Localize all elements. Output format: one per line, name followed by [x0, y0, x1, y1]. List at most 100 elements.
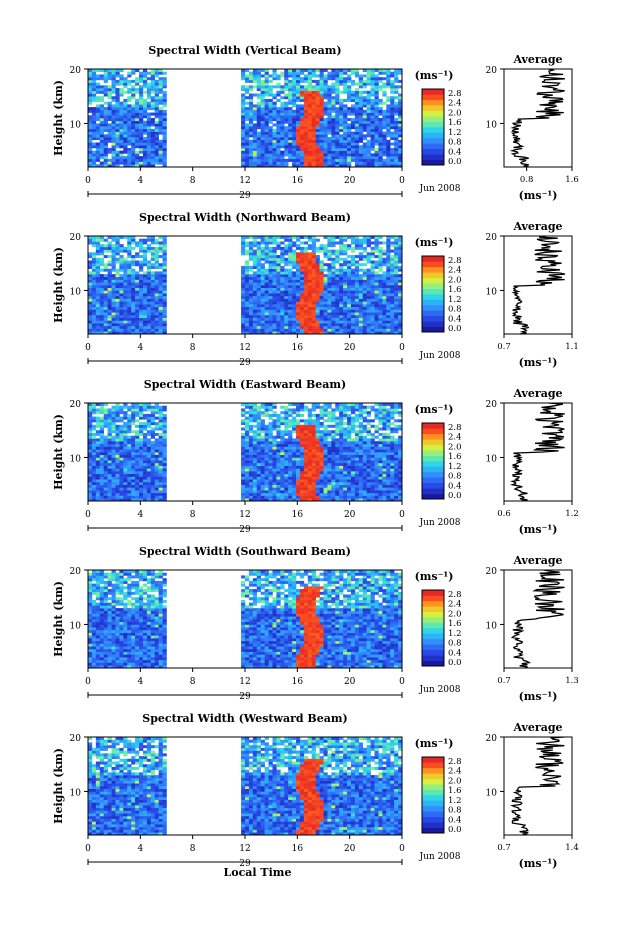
- average-unit: (ms⁻¹): [519, 523, 558, 536]
- colorbar-segment: [422, 644, 444, 650]
- y-tick-label: 20: [70, 66, 82, 76]
- colorbar-segment: [422, 154, 444, 160]
- colorbar-tick-label: 2.8: [448, 89, 462, 99]
- colorbar-segment: [422, 488, 444, 494]
- panel-title: Spectral Width (Westward Beam): [142, 712, 347, 725]
- y-tick-label: 10: [70, 454, 82, 464]
- panel-title: Spectral Width (Vertical Beam): [148, 44, 341, 57]
- colorbar-tick-label: 2.4: [448, 266, 462, 276]
- colorbar-segment: [422, 105, 444, 111]
- colorbar-segment: [422, 127, 444, 133]
- colorbar-segment: [422, 305, 444, 311]
- x-tick-label: 12: [239, 343, 250, 353]
- colorbar-tick-label: 0.8: [448, 138, 462, 148]
- colorbar-segment: [422, 143, 444, 149]
- average-x-tick-label: 1.6: [565, 175, 579, 185]
- colorbar-tick-label: 0.4: [448, 147, 462, 157]
- colorbar-tick-label: 0.4: [448, 648, 462, 658]
- y-tick-label: 20: [70, 233, 82, 243]
- average-y-tick-label: 10: [486, 287, 498, 297]
- colorbar-segment: [422, 122, 444, 128]
- average-y-tick-label: 20: [486, 567, 498, 577]
- colorbar-tick-label: 0.8: [448, 806, 462, 816]
- panel-5: Spectral Width (Westward Beam)Height (km…: [52, 712, 579, 870]
- colorbar-tick-label: 0.8: [448, 305, 462, 315]
- colorbar-unit: (ms⁻¹): [415, 737, 454, 750]
- colorbar-tick-label: 0.4: [448, 314, 462, 324]
- colorbar-tick-label: 0.4: [448, 481, 462, 491]
- colorbar-tick-label: 0.4: [448, 815, 462, 825]
- colorbar-segment: [422, 299, 444, 305]
- colorbar-segment: [422, 822, 444, 828]
- colorbar-tick-label: 0.0: [448, 491, 462, 501]
- colorbar-tick-label: 2.4: [448, 433, 462, 443]
- colorbar-tick-label: 2.8: [448, 757, 462, 767]
- date-month-label: Jun 2008: [419, 351, 461, 361]
- x-tick-label: 20: [344, 677, 356, 687]
- colorbar-segment: [422, 795, 444, 801]
- date-month-label: Jun 2008: [419, 184, 461, 194]
- x-tick-label: 0: [399, 677, 405, 687]
- date-day-label: 29: [239, 692, 251, 702]
- colorbar-segment: [422, 606, 444, 612]
- average-unit: (ms⁻¹): [519, 356, 558, 369]
- colorbar-tick-label: 2.8: [448, 256, 462, 266]
- x-tick-label: 20: [344, 510, 356, 520]
- colorbar-tick-label: 1.2: [448, 462, 462, 472]
- x-axis-label-local-time: Local Time: [170, 866, 345, 879]
- colorbar-unit: (ms⁻¹): [415, 69, 454, 82]
- colorbar-segment: [422, 779, 444, 785]
- colorbar-segment: [422, 790, 444, 796]
- colorbar-segment: [422, 261, 444, 267]
- colorbar-segment: [422, 661, 444, 667]
- panel-3: Spectral Width (Eastward Beam)Height (km…: [52, 378, 579, 536]
- y-axis-label: Height (km): [52, 80, 65, 156]
- colorbar-tick-label: 2.0: [448, 108, 462, 118]
- x-tick-label: 0: [85, 176, 91, 186]
- colorbar-segment: [422, 590, 444, 596]
- colorbar-segment: [422, 316, 444, 322]
- colorbar-tick-label: 2.0: [448, 609, 462, 619]
- colorbar-segment: [422, 628, 444, 634]
- colorbar-segment: [422, 828, 444, 834]
- average-x-tick-label: 1.1: [565, 342, 579, 352]
- x-tick-label: 12: [239, 510, 250, 520]
- average-y-tick-label: 10: [486, 120, 498, 130]
- x-tick-label: 20: [344, 844, 356, 854]
- colorbar-tick-label: 2.4: [448, 600, 462, 610]
- colorbar-segment: [422, 445, 444, 451]
- colorbar-tick-label: 0.0: [448, 324, 462, 334]
- colorbar-tick-label: 2.4: [448, 99, 462, 109]
- average-y-tick-label: 20: [486, 734, 498, 744]
- colorbar-segment: [422, 757, 444, 763]
- average-y-tick-label: 20: [486, 400, 498, 410]
- average-x-tick-label: 1.3: [565, 676, 579, 686]
- colorbar-segment: [422, 494, 444, 500]
- average-unit: (ms⁻¹): [519, 857, 558, 870]
- x-tick-label: 4: [137, 343, 143, 353]
- heatmap-cells: [88, 570, 402, 668]
- x-tick-label: 0: [399, 343, 405, 353]
- colorbar-segment: [422, 160, 444, 166]
- colorbar-tick-label: 1.2: [448, 295, 462, 305]
- y-tick-label: 20: [70, 400, 82, 410]
- colorbar-segment: [422, 327, 444, 333]
- x-tick-label: 8: [190, 510, 196, 520]
- heatmap-cells: [88, 69, 402, 167]
- heatmap-cells: [88, 236, 402, 334]
- y-tick-label: 10: [70, 621, 82, 631]
- colorbar-tick-label: 2.8: [448, 590, 462, 600]
- colorbar-unit: (ms⁻¹): [415, 403, 454, 416]
- date-month-label: Jun 2008: [419, 852, 461, 862]
- colorbar-tick-label: 0.8: [448, 472, 462, 482]
- average-title: Average: [512, 53, 562, 66]
- panel-title: Spectral Width (Eastward Beam): [144, 378, 346, 391]
- colorbar-unit: (ms⁻¹): [415, 236, 454, 249]
- colorbar-segment: [422, 256, 444, 262]
- average-x-tick-label: 0.7: [497, 342, 511, 352]
- colorbar-segment: [422, 283, 444, 289]
- average-y-tick-label: 20: [486, 66, 498, 76]
- colorbar-segment: [422, 762, 444, 768]
- average-x-tick-label: 0.7: [497, 676, 511, 686]
